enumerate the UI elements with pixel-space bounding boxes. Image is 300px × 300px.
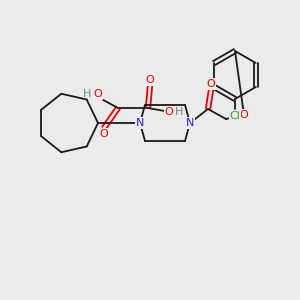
- Text: O: O: [100, 129, 108, 139]
- Text: O: O: [165, 107, 173, 117]
- Text: Cl: Cl: [230, 111, 240, 121]
- Text: O: O: [94, 89, 102, 99]
- Text: N: N: [136, 118, 144, 128]
- Text: O: O: [240, 110, 248, 120]
- Text: N: N: [186, 118, 194, 128]
- Text: O: O: [207, 79, 215, 89]
- Text: O: O: [146, 75, 154, 85]
- Text: H: H: [83, 89, 91, 99]
- Text: H: H: [175, 107, 183, 117]
